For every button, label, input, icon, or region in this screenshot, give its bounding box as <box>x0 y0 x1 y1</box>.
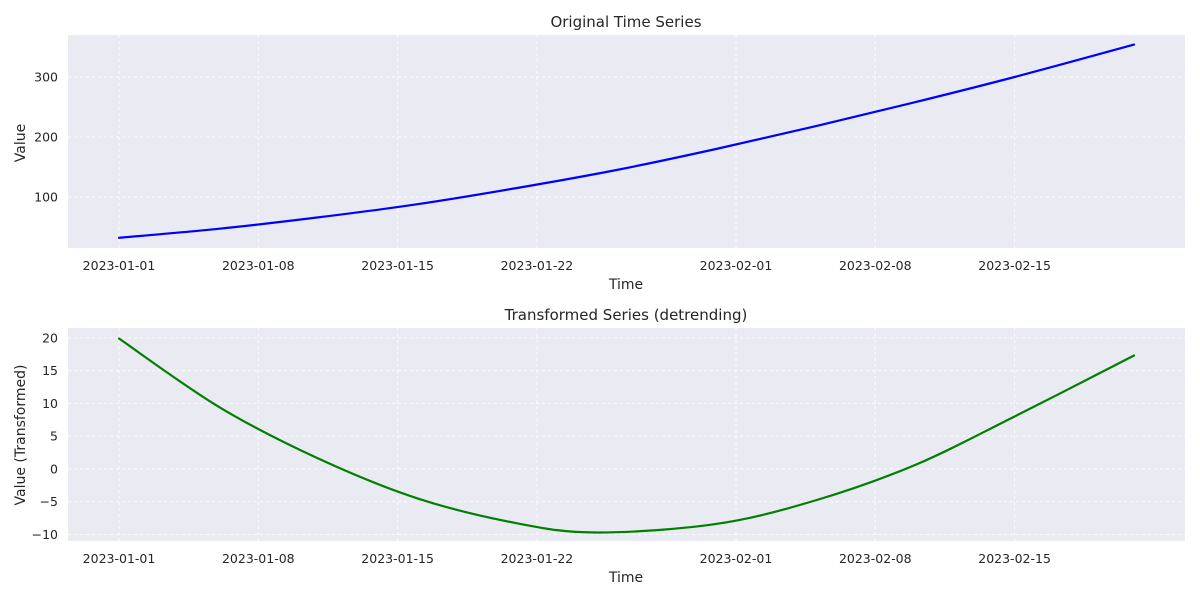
chart-title: Original Time Series <box>550 13 701 31</box>
gridlines <box>68 35 1185 248</box>
x-tick-label: 2023-02-08 <box>839 258 912 273</box>
x-tick-label: 2023-01-01 <box>83 551 156 566</box>
x-tick-label: 2023-01-22 <box>501 551 574 566</box>
y-tick-label: −5 <box>40 494 58 509</box>
y-tick-label: −10 <box>32 527 58 542</box>
x-tick-label: 2023-01-08 <box>222 258 295 273</box>
x-tick-label: 2023-01-01 <box>83 258 156 273</box>
y-axis-ticks: 20 15 10 5 0 −5 −10 <box>32 330 58 542</box>
y-tick-label: 0 <box>50 461 58 476</box>
x-tick-label: 2023-02-15 <box>978 258 1051 273</box>
x-tick-label: 2023-02-08 <box>839 551 912 566</box>
x-tick-label: 2023-02-01 <box>700 551 773 566</box>
y-tick-label: 10 <box>42 396 58 411</box>
x-axis-label: Time <box>608 277 643 293</box>
y-tick-label: 5 <box>50 429 58 444</box>
chart-original: Original Time Series 100 200 300 2023-01-0… <box>13 13 1185 293</box>
chart-title: Transformed Series (detrending) <box>504 306 748 324</box>
x-axis-ticks: 2023-01-01 2023-01-08 2023-01-15 2023-01-22… <box>83 258 1051 273</box>
y-tick-label: 15 <box>42 363 58 378</box>
x-tick-label: 2023-01-22 <box>501 258 574 273</box>
gridlines <box>68 328 1185 541</box>
chart-transformed: Transformed Series (detrending) 20 15 10 5 0… <box>13 306 1185 586</box>
x-tick-label: 2023-02-15 <box>978 551 1051 566</box>
x-tick-label: 2023-02-01 <box>700 258 773 273</box>
y-tick-label: 300 <box>34 70 58 85</box>
x-axis-label: Time <box>608 570 643 586</box>
y-axis-label: Value <box>13 124 29 162</box>
plot-area <box>68 328 1185 541</box>
series-line <box>117 43 1136 239</box>
y-tick-label: 100 <box>34 190 58 205</box>
x-tick-label: 2023-01-15 <box>361 258 434 273</box>
x-tick-label: 2023-01-15 <box>361 551 434 566</box>
y-tick-label: 20 <box>42 330 58 345</box>
x-tick-label: 2023-01-08 <box>222 551 295 566</box>
y-tick-label: 200 <box>34 130 58 145</box>
y-axis-label: Value (Transformed) <box>13 365 29 506</box>
y-axis-ticks: 100 200 300 <box>34 70 58 205</box>
plot-area <box>68 35 1185 248</box>
x-axis-ticks: 2023-01-01 2023-01-08 2023-01-15 2023-01-22… <box>83 551 1051 566</box>
series-line <box>117 337 1136 534</box>
